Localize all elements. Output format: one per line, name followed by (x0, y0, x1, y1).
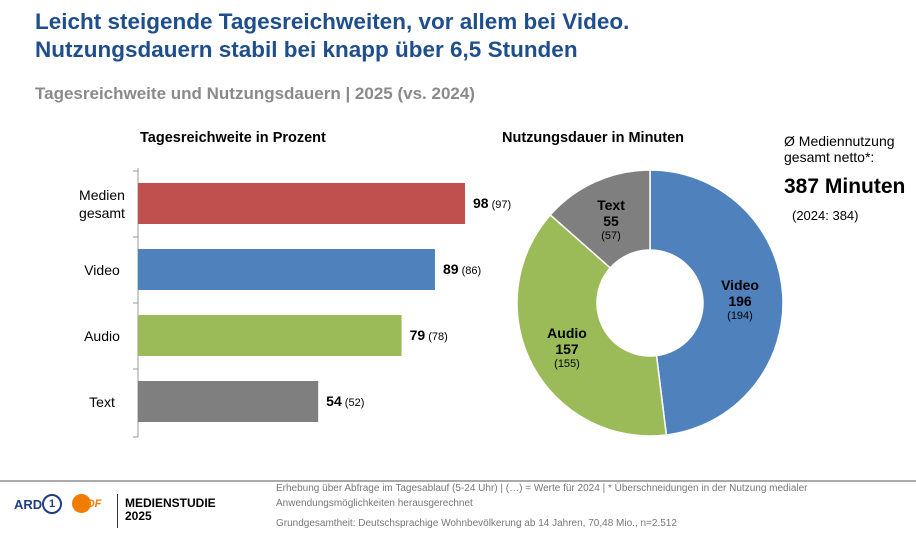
category-label-line: Medien (79, 186, 125, 203)
bar-chart-title: Tagesreichweite in Prozent (140, 130, 326, 146)
donut-chart-title: Nutzungsdauer in Minuten (502, 130, 685, 146)
zdf-logo: ZDF (80, 498, 102, 510)
bar-audio (138, 315, 402, 356)
page-subtitle: Tagesreichweite und Nutzungsdauern | 202… (35, 84, 475, 103)
zdf-logo-icon (72, 494, 91, 513)
summary-previous: (2024: 384) (792, 208, 859, 223)
footnote-1: Erhebung über Abfrage im Tagesablauf (5-… (276, 483, 808, 494)
study-line2: 2025 (125, 509, 152, 523)
bar-value: 89 (442, 261, 459, 277)
bar-value: 98 (473, 195, 489, 211)
bar-value: 54 (326, 393, 342, 409)
donut-value-label: 196 (728, 293, 752, 309)
bar-medien-gesamt (138, 183, 465, 224)
donut-category-label: Video (721, 277, 759, 293)
study-line1: MEDIENSTUDIE (125, 496, 216, 510)
donut-value-label: 157 (555, 341, 579, 357)
category-label-line: gesamt (79, 204, 125, 221)
category-label-line: Video (84, 261, 120, 278)
logo-divider (117, 494, 118, 528)
bar-text (138, 381, 319, 422)
title-line-2: Nutzungsdauern stabil bei knapp über 6,5… (35, 37, 578, 62)
footnote-3: Grundgesamtheit: Deutschsprachige Wohnbe… (276, 518, 677, 529)
bar-previous-value: (52) (341, 397, 365, 409)
bar-previous-value: (78) (425, 331, 448, 343)
donut-value-label: 55 (603, 213, 619, 229)
bar-video (138, 249, 435, 290)
summary-value: 387 Minuten (784, 175, 906, 198)
category-label: Text (62, 393, 142, 411)
ard-logo: ARD (14, 497, 43, 512)
donut-category-label: Text (597, 197, 625, 213)
bar-value-label: 79 (78) (410, 327, 448, 343)
study-name: MEDIENSTUDIE 2025 (125, 497, 216, 523)
donut-previous-label: (57) (601, 230, 621, 242)
summary-label: Ø Mediennutzung gesamt netto*: (784, 133, 895, 165)
category-label: Medien gesamt (62, 186, 142, 222)
donut-previous-label: (155) (554, 358, 580, 370)
summary-label-line2: gesamt netto*: (784, 149, 875, 165)
category-label-line: Audio (84, 327, 120, 344)
footnote-2: Anwendungsmöglichkeiten herausgerechnet (276, 498, 473, 509)
bar-value-label: 89 (86) (443, 261, 481, 277)
summary-label-line1: Ø Mediennutzung (784, 133, 895, 149)
bar-previous-value: (97) (488, 199, 512, 211)
category-label-line: Text (89, 393, 115, 410)
donut-slice-video (649, 169, 784, 436)
bar-value-label: 98 (97) (473, 195, 511, 211)
ard-one-icon: 1 (42, 494, 62, 514)
page-title: Leicht steigende Tagesreichweiten, vor a… (35, 8, 629, 64)
bar-value-label: 54 (52) (326, 393, 364, 409)
donut-slice-text (549, 169, 651, 269)
footer-divider (0, 480, 916, 482)
category-label: Video (62, 261, 142, 279)
category-label: Audio (62, 327, 142, 345)
donut-previous-label: (194) (727, 310, 753, 322)
bar-value: 79 (409, 327, 426, 343)
donut-slice-audio (516, 213, 668, 437)
title-line-1: Leicht steigende Tagesreichweiten, vor a… (35, 9, 630, 34)
donut-category-label: Audio (547, 325, 587, 341)
bar-previous-value: (86) (458, 265, 482, 277)
